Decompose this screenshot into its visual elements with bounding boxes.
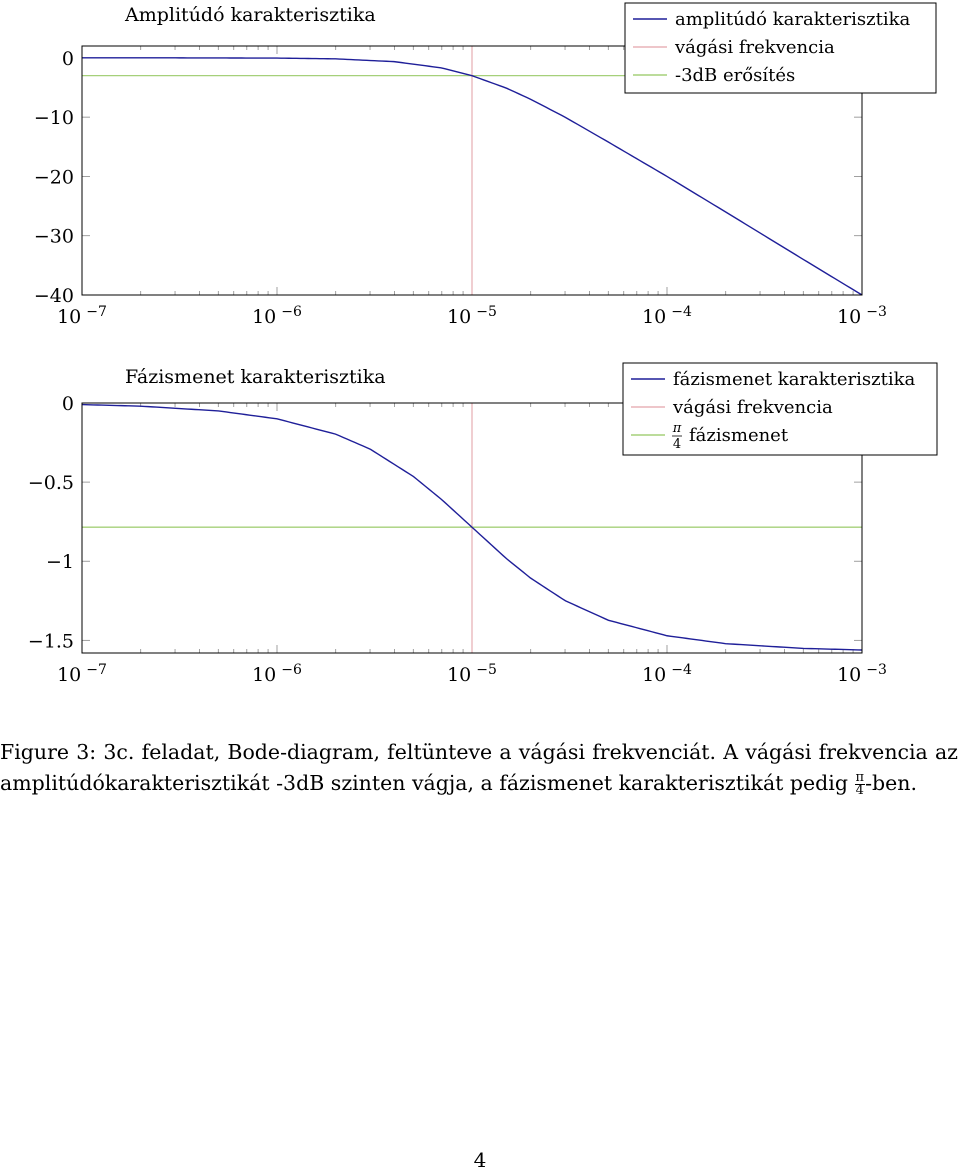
- legend-label: vágási frekvencia: [672, 397, 833, 418]
- legend-label: amplitúdó karakterisztika: [675, 9, 910, 30]
- legend: fázismenet karakterisztika vágási frekven…: [622, 362, 938, 456]
- x-tick-label: 10 −7: [57, 304, 107, 328]
- legend-box: [624, 2, 937, 94]
- caption-label: Figure 3:: [0, 740, 97, 764]
- caption-fraction-den: 4: [855, 783, 864, 798]
- figure-caption: Figure 3: 3c. feladat, Bode-diagram, fel…: [0, 737, 958, 799]
- y-tick-label: −1.5: [28, 630, 74, 652]
- x-tick-label: 10 −6: [252, 304, 302, 328]
- x-tick-label: 10 −6: [252, 662, 302, 686]
- axis-frame: [81, 402, 863, 654]
- y-tick-label: −20: [34, 166, 74, 188]
- legend-label: fázismenet karakterisztika: [673, 369, 916, 390]
- x-tick-label: 10 −5: [447, 662, 497, 686]
- y-tick-label: 0: [62, 48, 74, 70]
- page-number: 4: [473, 1148, 487, 1172]
- chart-title: Fázismenet karakterisztika: [125, 366, 386, 388]
- x-tick-label: 10 −3: [837, 662, 887, 686]
- caption-text: 3c. feladat, Bode-diagram, feltünteve a …: [0, 740, 958, 795]
- caption-fraction: π 4: [854, 770, 866, 798]
- bode-figure: Amplitúdó karakterisztika 10 −7 10 −6 10 −5 10−…: [28, 2, 938, 686]
- chart-2: Fázismenet karakterisztika 10 −7 10 −6 10 −5 10…: [28, 362, 938, 686]
- x-tick-label: 10 −3: [837, 304, 887, 328]
- chart-1: Amplitúdó karakterisztika 10 −7 10 −6 10 −5 10−…: [34, 2, 937, 328]
- legend: amplitúdó karakterisztika vágási frekvenc…: [624, 2, 937, 94]
- caption-suffix: -ben.: [865, 771, 917, 795]
- legend-label: -3dB erősítés: [675, 65, 795, 86]
- legend-box: [622, 362, 938, 456]
- data-curve: [82, 57, 862, 295]
- y-tick-label: −1: [46, 551, 74, 573]
- chart-title: Amplitúdó karakterisztika: [124, 4, 376, 26]
- y-tick-label: 0: [62, 393, 74, 415]
- legend-fraction-num: π: [672, 421, 682, 436]
- x-tick-label: 10 −7: [57, 662, 107, 686]
- y-tick-label: −40: [34, 285, 74, 307]
- legend-fraction-den: 4: [673, 437, 681, 452]
- x-tick-label: 10 −4: [642, 662, 692, 686]
- legend-label: fázismenet: [689, 425, 789, 446]
- x-tick-label: 10 −5: [447, 304, 497, 328]
- y-tick-label: −30: [34, 226, 74, 248]
- y-tick-label: −0.5: [28, 472, 74, 494]
- caption-fraction-num: π: [854, 770, 866, 785]
- data-curve: [82, 403, 862, 651]
- axis-frame: [81, 45, 863, 296]
- legend-label: vágási frekvencia: [674, 37, 835, 58]
- series-group: [82, 403, 862, 653]
- y-tick-label: −10: [34, 107, 74, 129]
- x-tick-label: 10 −4: [642, 304, 692, 328]
